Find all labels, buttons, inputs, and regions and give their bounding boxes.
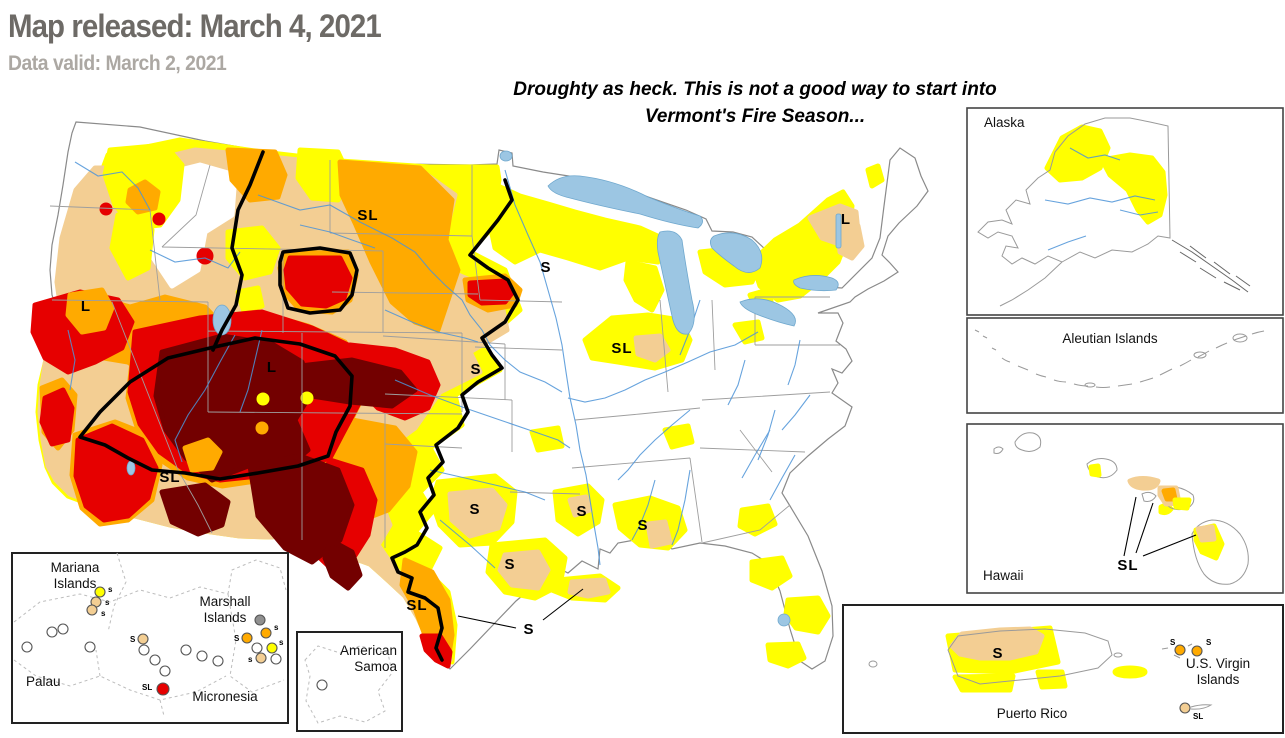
marker-label: S — [1170, 638, 1176, 647]
impact-label: S — [470, 361, 481, 378]
usvi-label: Islands — [1197, 672, 1240, 687]
impact-label: S — [576, 503, 587, 520]
puerto-rico-s-label: S — [992, 645, 1003, 662]
conus-impact-labels: SL S L L SL S L SL S S S S SL S — [81, 207, 851, 638]
impact-label: S — [469, 501, 480, 518]
conus-map: SL S L L SL S L SL S S S S SL S — [30, 121, 929, 670]
drought-layer-d0-fringe — [102, 142, 353, 315]
marker-label: SL — [142, 683, 152, 692]
marker-label: s — [279, 638, 284, 647]
leader-lines — [457, 588, 584, 629]
inset-alaska: Alaska — [966, 107, 1284, 316]
aleutian-chain — [974, 329, 1265, 388]
data-valid-subtitle: Data valid: March 2, 2021 — [8, 52, 227, 75]
impact-boundary-lines — [78, 150, 520, 662]
usvi-markers: S S SL — [1161, 638, 1213, 721]
annotation-line-1: Droughty as heck. This is not a good way… — [513, 79, 997, 100]
annotation-line-2: Vermont's Fire Season... — [644, 106, 866, 127]
impact-label: SL — [406, 597, 427, 614]
inset-aleutians: Aleutian Islands — [966, 317, 1284, 414]
impact-line-wyoming-loop — [278, 246, 359, 315]
rivers — [67, 161, 811, 569]
pacific-region-boundaries — [13, 552, 287, 717]
inset-puerto-rico: S Puerto Rico S S SL U.S. Virgin Islands — [842, 604, 1284, 734]
great-lakes — [126, 150, 842, 627]
impact-label: SL — [611, 340, 632, 357]
marshall-label: Islands — [204, 610, 247, 625]
marker-label: s — [105, 598, 110, 607]
marker-label: s — [248, 655, 253, 664]
impact-line-west-loop — [78, 336, 354, 481]
puerto-rico-label: Puerto Rico — [997, 706, 1068, 721]
pacific-markers: s s s s S s s S — [21, 585, 284, 696]
impact-line-east — [390, 178, 520, 662]
hawaii-leader-lines — [1123, 496, 1197, 557]
marshall-label: Marshall — [199, 594, 250, 609]
impact-label: L — [267, 359, 277, 376]
impact-label: S — [504, 556, 515, 573]
marker-label: s — [274, 623, 279, 632]
palau-label: Palau — [26, 674, 61, 689]
marker-label: s — [101, 609, 106, 618]
inset-american-samoa: American Samoa — [296, 631, 403, 732]
inset-hawaii: SL Hawaii — [966, 423, 1284, 594]
hawaii-sl-label: SL — [1117, 557, 1138, 574]
american-samoa-label: American — [340, 643, 397, 658]
marker-label: S — [1206, 638, 1212, 647]
impact-label: S — [523, 621, 534, 638]
impact-label: SL — [159, 469, 180, 486]
american-samoa-label: Samoa — [354, 659, 397, 674]
impact-label: S — [637, 517, 648, 534]
hawaii-label: Hawaii — [983, 568, 1024, 583]
aleutian-label: Aleutian Islands — [1062, 331, 1158, 346]
impact-label: SL — [357, 207, 378, 224]
marker-label: s — [108, 585, 113, 594]
impact-line-west-north — [211, 150, 265, 352]
marker-label: SL — [1193, 712, 1203, 721]
marker-label: S — [130, 635, 136, 644]
mariana-label: Islands — [54, 576, 97, 591]
map-released-title: Map released: March 4, 2021 — [8, 8, 382, 44]
impact-label: L — [81, 298, 91, 315]
inset-pacific: s s s s S s s S — [11, 552, 289, 724]
marker-label: S — [234, 634, 240, 643]
alaska-panhandle — [1171, 239, 1251, 293]
impact-label: L — [841, 211, 851, 228]
mariana-label: Mariana — [51, 560, 100, 575]
micronesia-label: Micronesia — [192, 689, 258, 704]
annotation-note: Droughty as heck. This is not a good way… — [430, 76, 1080, 130]
alaska-label: Alaska — [984, 115, 1025, 130]
impact-label: S — [540, 259, 551, 276]
usvi-label: U.S. Virgin — [1186, 656, 1250, 671]
